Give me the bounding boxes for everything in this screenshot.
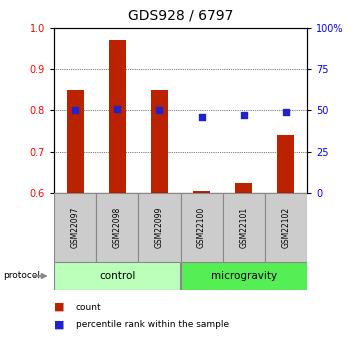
Text: GSM22099: GSM22099 (155, 207, 164, 248)
Point (199, 114, 204, 120)
Text: GSM22098: GSM22098 (113, 207, 122, 248)
Bar (180, 193, 223, 262)
Bar (151, 90, 168, 193)
Text: GDS928 / 6797: GDS928 / 6797 (128, 9, 233, 23)
Text: GSM22102: GSM22102 (281, 207, 290, 248)
Bar (54, 193, 96, 262)
Text: percentile rank within the sample: percentile rank within the sample (76, 320, 229, 329)
Bar (193, 191, 210, 193)
Point (72, 108, 78, 113)
Point (241, 112, 247, 118)
Point (157, 108, 162, 113)
Bar (109, 40, 126, 193)
Bar (223, 193, 265, 262)
Text: GSM22100: GSM22100 (197, 207, 206, 248)
Point (114, 106, 120, 111)
Bar (96, 193, 138, 262)
Bar (67, 90, 84, 193)
Text: GSM22101: GSM22101 (239, 207, 248, 248)
Point (283, 109, 289, 115)
Bar (54, 262, 180, 290)
Bar (180, 262, 307, 290)
Text: microgravity: microgravity (210, 271, 277, 281)
Bar (277, 135, 294, 193)
Bar (235, 183, 252, 193)
Text: ■: ■ (54, 302, 65, 312)
Text: ■: ■ (54, 319, 65, 329)
Text: protocol: protocol (4, 272, 40, 280)
Bar (265, 193, 307, 262)
Bar (138, 193, 180, 262)
Text: GSM22097: GSM22097 (71, 207, 80, 248)
Text: control: control (99, 271, 135, 281)
Text: count: count (76, 303, 101, 312)
